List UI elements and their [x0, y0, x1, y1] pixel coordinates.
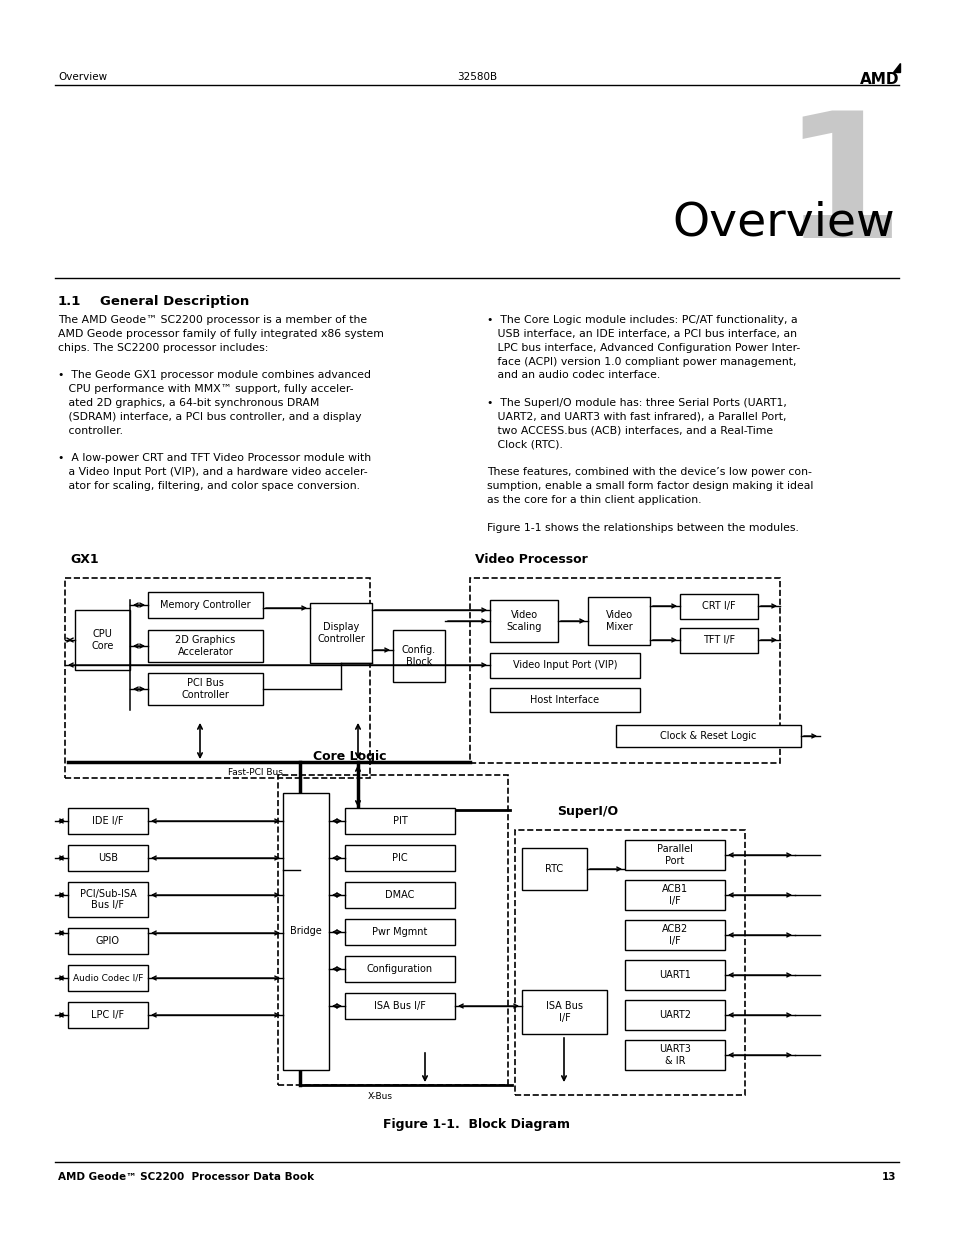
Bar	[345, 882, 455, 908]
Bar	[345, 919, 455, 945]
Text: Configuration: Configuration	[367, 965, 433, 974]
Bar	[68, 882, 148, 918]
Text: PCI Bus
Controller: PCI Bus Controller	[181, 678, 230, 700]
Text: GPIO: GPIO	[96, 936, 120, 946]
Bar	[490, 653, 639, 678]
Text: Core Logic: Core Logic	[313, 750, 386, 763]
Bar	[277, 776, 507, 1086]
Bar	[68, 1002, 148, 1028]
Text: CPU
Core: CPU Core	[91, 629, 113, 651]
Text: Video
Mixer: Video Mixer	[605, 610, 632, 632]
Text: Display
Controller: Display Controller	[316, 622, 365, 643]
Text: UART1: UART1	[659, 969, 690, 981]
Text: Overview: Overview	[672, 200, 894, 245]
Bar	[345, 808, 455, 834]
Bar	[345, 845, 455, 871]
Bar	[68, 927, 148, 953]
Bar	[521, 990, 606, 1034]
Text: AMD Geode™ SC2200  Processor Data Book: AMD Geode™ SC2200 Processor Data Book	[58, 1172, 314, 1182]
Text: ACB1
I/F: ACB1 I/F	[661, 884, 687, 905]
Bar	[310, 603, 372, 663]
Text: 32580B: 32580B	[456, 72, 497, 82]
Bar	[624, 920, 724, 950]
Text: UART2: UART2	[659, 1010, 690, 1020]
Bar	[490, 600, 558, 642]
Text: RTC: RTC	[545, 864, 563, 874]
Text: UART3
& IR: UART3 & IR	[659, 1045, 690, 1066]
Text: Video Processor: Video Processor	[475, 553, 587, 566]
Bar	[68, 965, 148, 990]
Text: Parallel
Port: Parallel Port	[657, 845, 692, 866]
Text: 1.1: 1.1	[58, 295, 81, 308]
Text: ISA Bus
I/F: ISA Bus I/F	[545, 1002, 582, 1023]
Bar	[587, 597, 649, 645]
Text: Figure 1-1.  Block Diagram: Figure 1-1. Block Diagram	[383, 1118, 570, 1131]
Text: Config.
Block: Config. Block	[401, 645, 436, 667]
Bar	[624, 1040, 724, 1070]
Text: The AMD Geode™ SC2200 processor is a member of the
AMD Geode processor family of: The AMD Geode™ SC2200 processor is a mem…	[58, 315, 383, 492]
Text: •  The Core Logic module includes: PC/AT functionality, a
   USB interface, an I: • The Core Logic module includes: PC/AT …	[486, 315, 813, 532]
Bar	[679, 629, 758, 653]
Text: LPC I/F: LPC I/F	[91, 1010, 125, 1020]
Text: Bridge: Bridge	[290, 926, 321, 936]
Text: DMAC: DMAC	[385, 890, 415, 900]
Text: Memory Controller: Memory Controller	[160, 600, 251, 610]
Text: PCI/Sub-ISA
Bus I/F: PCI/Sub-ISA Bus I/F	[79, 889, 136, 910]
Bar	[624, 881, 724, 910]
Text: Host Interface: Host Interface	[530, 695, 598, 705]
Bar	[148, 673, 263, 705]
Bar	[490, 688, 639, 713]
Text: X-Bus: X-Bus	[367, 1092, 392, 1100]
Bar	[515, 830, 744, 1095]
Text: IDE I/F: IDE I/F	[92, 816, 124, 826]
Bar	[624, 960, 724, 990]
Text: Video Input Port (VIP): Video Input Port (VIP)	[512, 661, 617, 671]
Bar	[679, 594, 758, 619]
Text: GX1: GX1	[70, 553, 98, 566]
Bar	[616, 725, 801, 747]
Bar	[345, 993, 455, 1019]
Polygon shape	[892, 63, 899, 72]
Text: Pwr Mgmnt: Pwr Mgmnt	[372, 927, 427, 937]
Bar	[68, 845, 148, 871]
Text: Audio Codec I/F: Audio Codec I/F	[72, 973, 143, 983]
Bar	[283, 793, 329, 1070]
Bar	[470, 578, 780, 763]
Text: AMD: AMD	[859, 72, 899, 86]
Bar	[75, 610, 130, 671]
Text: 2D Graphics
Accelerator: 2D Graphics Accelerator	[175, 635, 235, 657]
Bar	[521, 848, 586, 890]
Text: PIC: PIC	[392, 853, 407, 863]
Text: CRT I/F: CRT I/F	[701, 601, 735, 611]
Text: Clock & Reset Logic: Clock & Reset Logic	[659, 731, 756, 741]
Text: General Description: General Description	[100, 295, 249, 308]
Bar	[68, 808, 148, 834]
Text: SuperI/O: SuperI/O	[557, 805, 618, 818]
Text: PIT: PIT	[393, 816, 407, 826]
Bar	[345, 956, 455, 982]
Text: PCI Bus: PCI Bus	[287, 913, 296, 947]
Text: Fast X-Bus: Fast X-Bus	[396, 816, 442, 825]
Text: TFT I/F: TFT I/F	[702, 636, 735, 646]
Bar	[148, 592, 263, 618]
Bar	[624, 840, 724, 869]
Text: 1: 1	[781, 105, 902, 274]
Bar	[393, 630, 444, 682]
Bar	[65, 578, 370, 778]
Text: Overview: Overview	[58, 72, 107, 82]
Bar	[148, 630, 263, 662]
Text: 13: 13	[881, 1172, 895, 1182]
Text: Video
Scaling: Video Scaling	[506, 610, 541, 632]
Bar	[624, 1000, 724, 1030]
Text: Fast-PCI Bus: Fast-PCI Bus	[228, 768, 282, 777]
Text: ISA Bus I/F: ISA Bus I/F	[374, 1002, 425, 1011]
Text: USB: USB	[98, 853, 118, 863]
Text: ACB2
I/F: ACB2 I/F	[661, 924, 687, 946]
